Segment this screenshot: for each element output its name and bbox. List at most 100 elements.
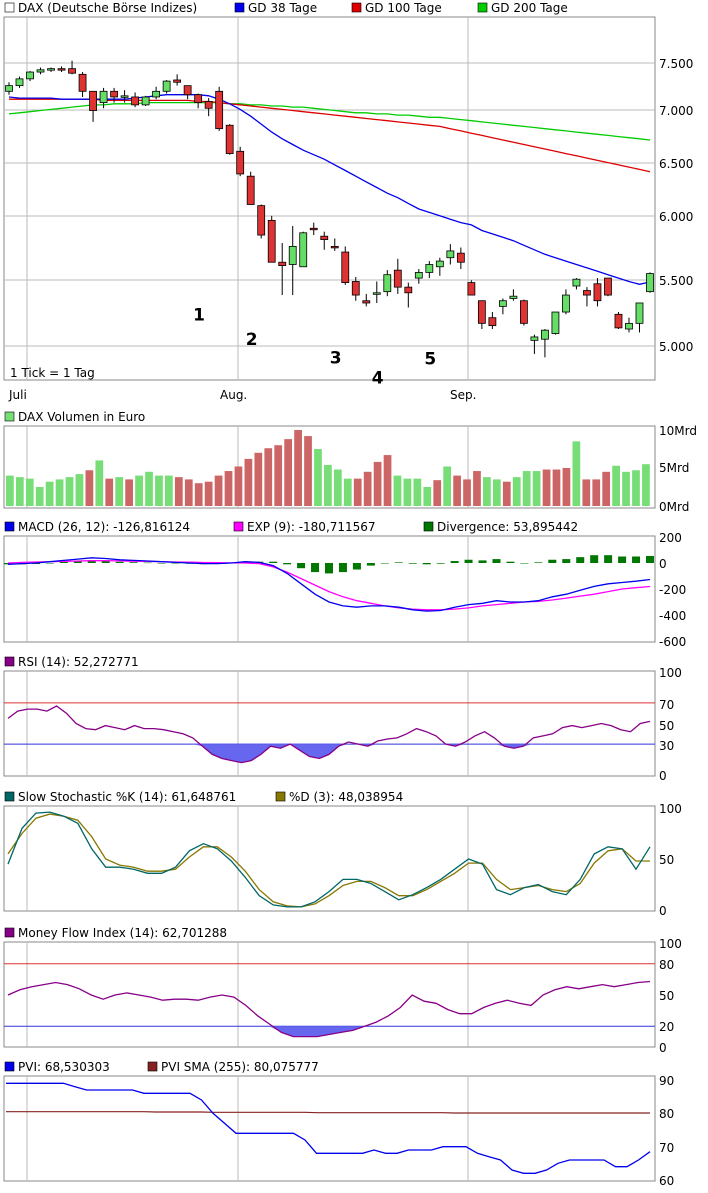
price-ytick-5: 5.000: [659, 340, 693, 354]
wave-label-3: 3: [330, 348, 342, 368]
price-panel-frame: [3, 16, 656, 381]
stoch-ytick-1: 50: [659, 853, 674, 867]
candle-body: [383, 274, 392, 293]
rsi-ytick-4: 0: [659, 769, 667, 783]
candle-body: [372, 292, 381, 295]
volume-bar: [15, 477, 24, 506]
volume-bar: [274, 445, 283, 506]
candle-body: [446, 250, 455, 259]
candle-body: [351, 281, 360, 296]
divergence-bar: [171, 563, 180, 564]
volume-bar: [25, 478, 34, 506]
stoch-legend-swatch-1: [275, 791, 286, 802]
candle-body: [131, 96, 139, 106]
divergence-bar: [366, 563, 375, 566]
candle-body: [15, 78, 24, 87]
volume-bar: [333, 469, 342, 506]
stoch-legend-swatch-0: [4, 791, 15, 802]
volume-bar: [383, 455, 392, 506]
divergence-bar: [45, 563, 54, 564]
volume-bar: [463, 479, 471, 506]
pvi-panel-frame: [3, 1075, 656, 1182]
volume-bar: [473, 471, 481, 506]
divergence-bar: [590, 555, 599, 563]
divergence-bar: [436, 563, 445, 564]
volume-ytick-2: 0Mrd: [659, 500, 689, 514]
candle-body: [152, 90, 161, 98]
candle-body: [414, 272, 423, 279]
candle-body: [68, 68, 76, 74]
volume-bar: [403, 478, 412, 506]
mfi-ytick-1: 80: [659, 958, 674, 972]
wave-label-5: 5: [424, 349, 436, 369]
candle-body: [299, 232, 308, 268]
macd-legend-swatch-1: [233, 521, 244, 532]
volume-bar: [65, 477, 74, 506]
volume-bar: [324, 464, 332, 506]
mfi-line: [7, 980, 651, 1038]
volume-legend-label-0: DAX Volumen in Euro: [18, 410, 145, 424]
candle-body: [267, 219, 276, 263]
volume-legend-swatch-0: [4, 411, 15, 422]
divergence-bar: [283, 563, 292, 565]
price-ytick-1: 7.000: [659, 104, 693, 118]
volume-bar: [115, 477, 124, 506]
price-ytick-3: 6.000: [659, 210, 693, 224]
divergence-bar: [59, 561, 68, 563]
candle-body: [425, 264, 434, 273]
mfi-ytick-4: 0: [659, 1041, 667, 1055]
volume-bar: [95, 460, 104, 506]
mfi-ytick-2: 50: [659, 989, 674, 1003]
divergence-bar: [576, 557, 585, 563]
price-legend-swatch-1: [234, 2, 245, 13]
volume-bar: [532, 471, 541, 506]
volume-bar: [125, 479, 133, 506]
pvi-legend-label-1: PVI SMA (255): 80,075777: [161, 1060, 319, 1074]
volume-bar: [363, 471, 372, 506]
divergence-bar: [143, 562, 152, 564]
divergence-bar: [325, 563, 333, 574]
wave-label-2: 2: [246, 330, 258, 350]
stoch-k-line: [7, 811, 651, 908]
volume-bar: [572, 441, 581, 506]
divergence-bar: [408, 563, 417, 564]
macd-ytick-4: -600: [659, 635, 686, 649]
volume-bar: [194, 483, 203, 506]
volume-bar: [582, 479, 591, 506]
pvi-line: [6, 1082, 651, 1174]
stoch-ytick-0: 100: [659, 802, 682, 816]
volume-bar: [6, 475, 14, 506]
candle-body: [583, 290, 591, 296]
volume-bar: [244, 458, 253, 506]
volume-bar: [135, 475, 143, 506]
candle-body: [110, 90, 118, 98]
volume-bar: [224, 471, 233, 506]
volume-bar: [343, 478, 352, 506]
candle-body: [120, 95, 129, 98]
volume-bar: [314, 449, 322, 506]
volume-bar: [204, 481, 213, 506]
candle-body: [278, 261, 287, 267]
candle-body: [509, 295, 518, 299]
price-legend-swatch-2: [351, 2, 362, 13]
mfi-legend-label-0: Money Flow Index (14): 62,701288: [18, 926, 227, 940]
candle-body: [246, 175, 255, 205]
volume-bar: [35, 487, 44, 506]
candle-body: [194, 94, 203, 104]
divergence-bar: [157, 563, 166, 564]
volume-bar: [294, 430, 302, 506]
divergence-bar: [618, 556, 627, 563]
candle-body: [541, 329, 549, 340]
macd-legend-label-0: MACD (26, 12): -126,816124: [18, 520, 190, 534]
volume-bar: [373, 461, 382, 506]
pvi-ytick-1: 80: [659, 1107, 674, 1121]
divergence-bar: [394, 562, 403, 563]
rsi-ytick-3: 30: [659, 739, 674, 753]
macd-ytick-2: -200: [659, 583, 686, 597]
divergence-bar: [520, 563, 529, 564]
volume-bar: [145, 471, 153, 506]
volume-bar: [165, 475, 173, 506]
candle-body: [89, 90, 97, 111]
candle-body: [236, 150, 245, 175]
divergence-bar: [269, 561, 278, 563]
